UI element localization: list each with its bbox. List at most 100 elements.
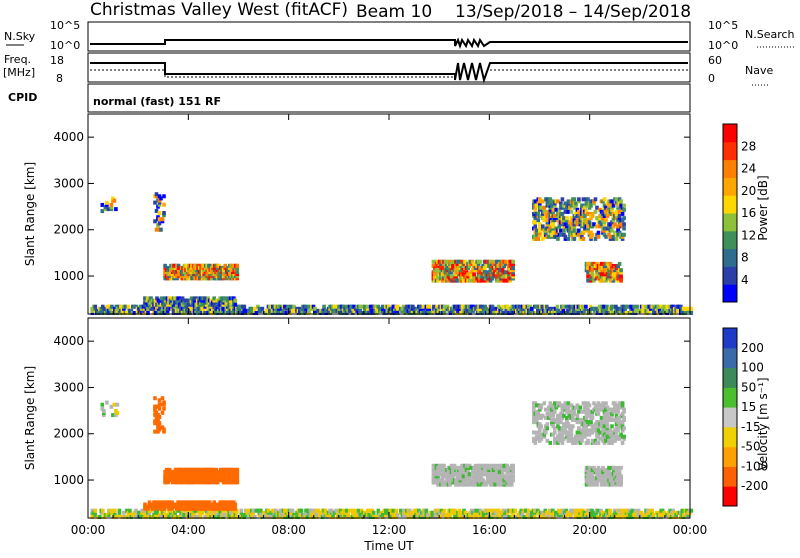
scatter-cell xyxy=(583,228,587,233)
scatter-cell xyxy=(584,424,589,429)
scatter-cell xyxy=(462,512,466,517)
scatter-cell xyxy=(592,465,596,470)
scatter-cell xyxy=(593,422,598,427)
scatter-cell xyxy=(472,272,476,277)
beam-label: Beam 10 xyxy=(356,2,432,22)
nsky-trace xyxy=(90,37,688,50)
scatter-cell xyxy=(630,515,635,519)
scatter-cell xyxy=(501,311,505,315)
scatter-cell xyxy=(546,510,551,515)
scatter-cell xyxy=(503,259,508,264)
scatter-cell xyxy=(496,278,500,283)
scatter-cell xyxy=(630,306,635,311)
scatter-cell xyxy=(561,508,566,513)
scatter-cell xyxy=(221,306,225,311)
scatter-cell xyxy=(181,480,185,485)
scatter-cell xyxy=(472,274,476,279)
scatter-cell xyxy=(157,415,162,419)
scatter-cell xyxy=(542,218,547,223)
scatter-cell xyxy=(686,306,691,311)
scatter-cell xyxy=(215,265,220,270)
scatter-cell xyxy=(487,465,491,470)
scatter-cell xyxy=(622,434,626,439)
scatter-cell xyxy=(290,308,295,313)
scatter-cell xyxy=(251,510,256,515)
scatter-cell xyxy=(616,199,620,204)
scatter-cell xyxy=(540,304,545,309)
scatter-cell xyxy=(160,217,165,222)
scatter-cell xyxy=(565,418,569,422)
scatter-cell xyxy=(432,306,436,311)
scatter-cell xyxy=(619,270,623,275)
x-tick-label: 08:00 xyxy=(271,523,306,537)
scatter-cell xyxy=(206,515,210,519)
scatter-cell xyxy=(399,508,403,513)
scatter-cell xyxy=(548,197,553,202)
scatter-cell xyxy=(213,515,218,519)
scatter-cell xyxy=(311,510,316,515)
scatter-cell xyxy=(611,224,616,229)
scatter-cell xyxy=(645,311,650,315)
scatter-cell xyxy=(593,266,598,271)
nsearch-label: N.Search xyxy=(745,28,795,41)
scatter-cell xyxy=(271,308,275,313)
scatter-cell xyxy=(235,510,239,515)
scatter-cell xyxy=(517,515,522,519)
scatter-cell xyxy=(190,469,194,474)
scatter-cell xyxy=(146,512,150,517)
scatter-cell xyxy=(616,228,620,233)
scatter-cell xyxy=(106,207,111,212)
scatter-cell xyxy=(209,298,213,303)
scatter-cell xyxy=(502,508,507,513)
scatter-cell xyxy=(439,468,443,472)
scatter-cell xyxy=(230,311,235,315)
scatter-cell xyxy=(554,226,559,231)
scatter-cell xyxy=(161,302,165,307)
scatter-cell xyxy=(583,226,587,231)
scatter-cell xyxy=(174,302,179,307)
scatter-cell xyxy=(607,418,611,422)
scatter-cell xyxy=(616,264,620,268)
scatter-cell xyxy=(334,306,338,311)
scatter-cell xyxy=(562,422,566,427)
scatter-cell xyxy=(169,274,173,279)
scatter-cell xyxy=(559,411,563,416)
scatter-cell xyxy=(125,311,129,315)
scatter-cell xyxy=(384,510,388,515)
scatter-cell xyxy=(188,474,193,478)
scatter-cell xyxy=(614,201,619,206)
scatter-cell xyxy=(572,407,577,412)
scatter-cell xyxy=(569,510,573,515)
scatter-cell xyxy=(437,478,442,483)
scatter-cell xyxy=(540,515,545,519)
scatter-cell xyxy=(584,478,589,483)
scatter-cell xyxy=(236,306,241,311)
scatter-cell xyxy=(358,308,362,313)
scatter-cell xyxy=(617,209,622,214)
scatter-cell xyxy=(511,274,515,279)
scatter-cell xyxy=(408,508,412,513)
y-tick-label: 1000 xyxy=(53,473,84,487)
scatter-cell xyxy=(511,268,515,273)
scatter-cell xyxy=(154,208,159,213)
scatter-cell xyxy=(128,512,132,517)
scatter-cell xyxy=(616,232,620,237)
scatter-cell xyxy=(525,512,530,517)
scatter-cell xyxy=(170,306,174,311)
scatter-cell xyxy=(375,311,379,315)
scatter-cell xyxy=(613,465,617,470)
scatter-cell xyxy=(544,430,548,435)
scatter-cell xyxy=(437,268,442,273)
colorbar-segment xyxy=(723,141,737,161)
scatter-cell xyxy=(367,512,371,517)
scatter-cell xyxy=(470,478,475,483)
scatter-cell xyxy=(550,407,554,412)
scatter-cell xyxy=(459,311,463,315)
scatter-cell xyxy=(157,211,162,215)
scatter-cell xyxy=(556,440,560,445)
scatter-cell xyxy=(548,230,553,235)
scatter-cell xyxy=(230,308,235,313)
scatter-cell xyxy=(497,261,502,266)
scatter-cell xyxy=(362,304,367,309)
scatter-cell xyxy=(553,218,557,223)
